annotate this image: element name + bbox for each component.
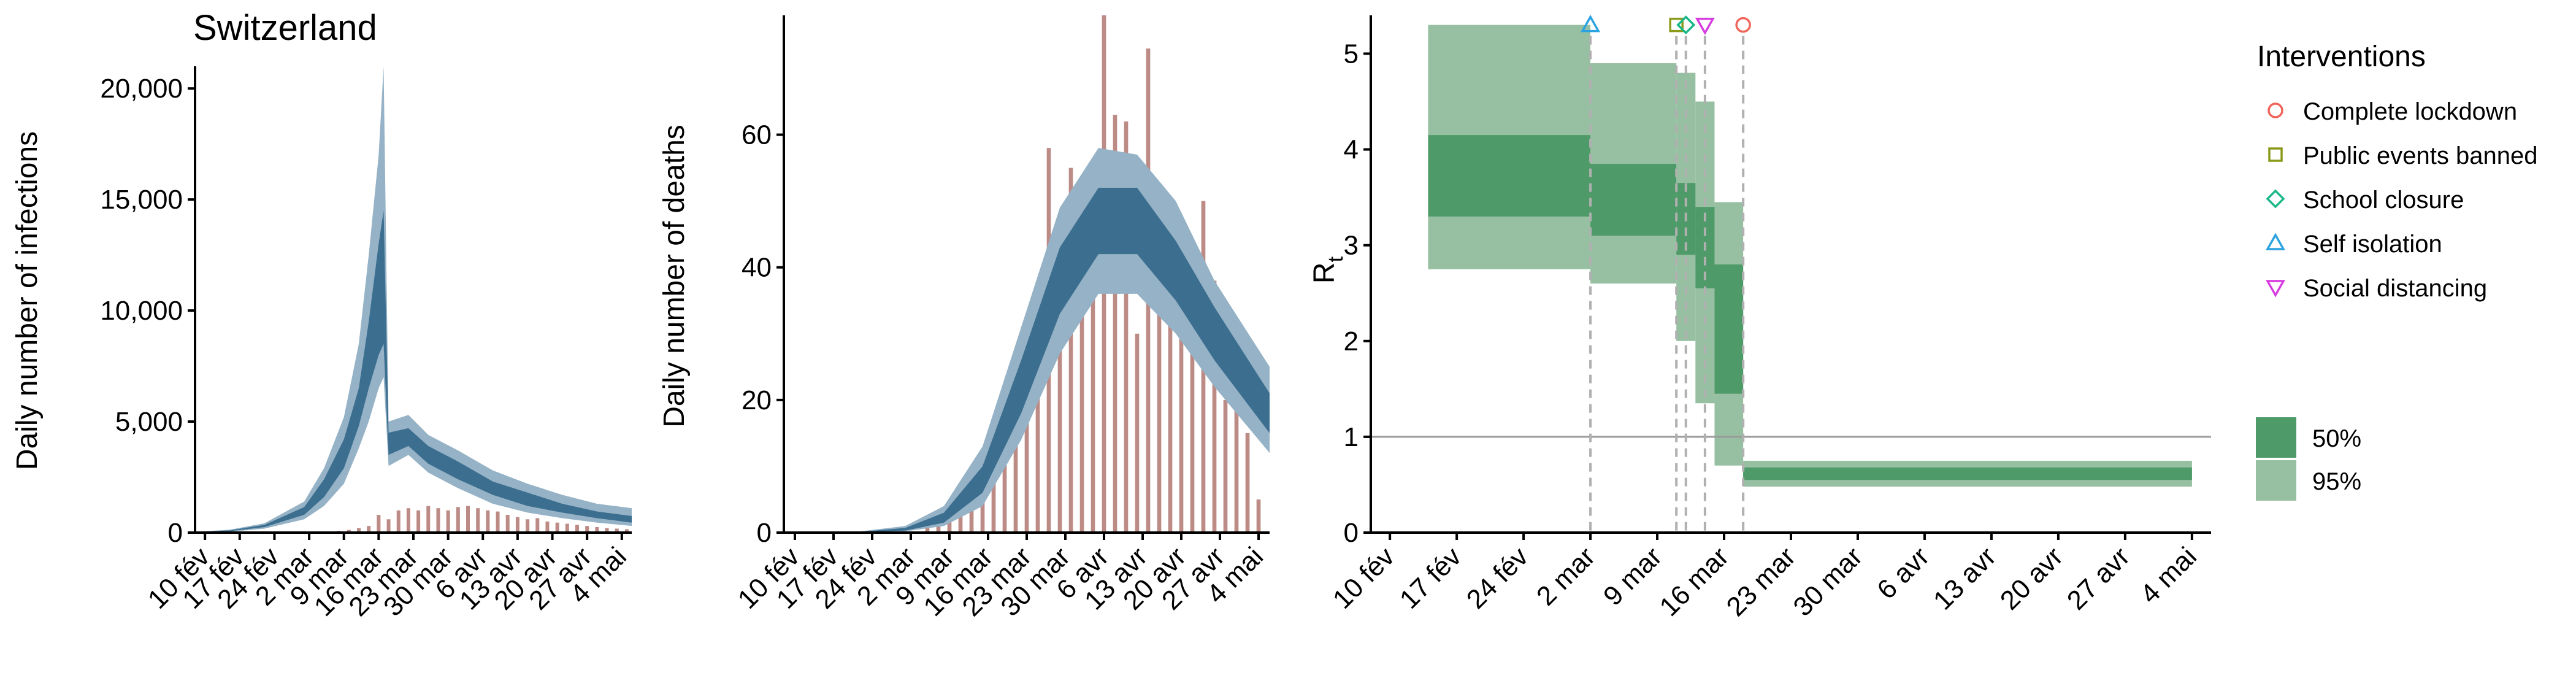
legend-band-label: 95%	[2312, 468, 2361, 495]
observed-bar	[535, 518, 539, 533]
y-tick-label: 1	[1344, 422, 1359, 452]
intervention-marker	[1736, 18, 1750, 32]
observed-bar	[377, 515, 380, 533]
y-tick-label: 10,000	[100, 296, 183, 326]
observed-bar	[436, 508, 440, 533]
legend-title: Interventions	[2257, 40, 2426, 73]
legend-band-swatch	[2256, 460, 2296, 501]
y-tick-label: 5,000	[115, 407, 183, 437]
y-tick-label: 2	[1344, 326, 1359, 356]
estimate-band-50	[195, 210, 632, 532]
observed-bar	[1224, 400, 1228, 533]
observed-bar	[565, 524, 569, 533]
observed-bar	[516, 517, 519, 533]
y-tick-label: 0	[168, 518, 183, 548]
x-tick-label: 27 avr	[2061, 541, 2136, 615]
x-tick-label: 6 avr	[1871, 541, 1935, 605]
legend-item-label: Social distancing	[2303, 275, 2487, 302]
y-tick-label: 4	[1344, 135, 1359, 165]
legend-marker	[2267, 281, 2283, 295]
y-tick-label: 20,000	[100, 74, 183, 104]
x-tick-label: 24 fév	[1461, 541, 1534, 614]
observed-bar	[506, 515, 510, 533]
legend-item-label: Self isolation	[2303, 231, 2442, 258]
observed-bar	[447, 511, 450, 533]
observed-bar	[387, 519, 391, 533]
legend-marker	[2269, 104, 2282, 117]
x-tick-label: 10 fév	[1327, 541, 1400, 614]
x-tick-label: 23 mar	[1721, 541, 1801, 622]
rt-band-50	[1590, 164, 1676, 236]
observed-bar	[486, 511, 489, 533]
chart-title: Switzerland	[193, 8, 377, 48]
legend-intervention-list: Complete lockdown Public events banned Sch…	[2267, 98, 2538, 302]
legend: Interventions Complete lockdown Public ev…	[2256, 40, 2538, 501]
observed-bar	[397, 511, 401, 533]
legend-marker	[2267, 235, 2283, 249]
x-tick-label: 13 avr	[1928, 541, 2002, 615]
rt-band-50	[1428, 135, 1590, 217]
legend-band-swatch	[2256, 417, 2296, 458]
rt-band-50	[1743, 468, 2192, 480]
y-axis-title: Daily number of infections	[11, 131, 44, 470]
intervention-marker	[1697, 19, 1713, 33]
y-tick-label: 15,000	[100, 185, 183, 215]
observed-bar	[416, 511, 420, 533]
observed-bar	[1135, 334, 1140, 533]
x-tick-label: 20 avr	[1995, 541, 2069, 615]
y-axis-title-subscript: t	[1324, 256, 1347, 262]
legend-band-list: 50% 95%	[2256, 417, 2361, 501]
y-tick-label: 40	[742, 253, 772, 283]
y-tick-label: 3	[1344, 231, 1359, 261]
observed-bar	[1257, 499, 1261, 533]
y-axis-title: Daily number of deaths	[658, 125, 691, 428]
observed-bar	[407, 508, 410, 533]
legend-item-label: Complete lockdown	[2303, 98, 2517, 125]
observed-bar	[526, 519, 529, 533]
x-tick-label: 30 mar	[1788, 541, 1868, 622]
y-tick-label: 0	[1344, 518, 1359, 548]
legend-marker	[2267, 191, 2283, 207]
observed-bar	[1246, 433, 1250, 533]
x-tick-label: 2 mar	[1531, 541, 1601, 611]
x-tick-label: 16 mar	[1654, 541, 1735, 622]
legend-item-label: School closure	[2303, 187, 2464, 214]
y-tick-label: 5	[1344, 39, 1359, 69]
x-tick-label: 17 fév	[1394, 541, 1467, 614]
observed-bar	[545, 522, 549, 533]
intervention-marker	[1670, 19, 1682, 31]
rt-band-50	[1714, 264, 1743, 394]
observed-bar	[456, 507, 460, 533]
legend-band-label: 50%	[2312, 425, 2361, 452]
legend-marker	[2269, 148, 2282, 161]
legend-item-label: Public events banned	[2303, 142, 2538, 169]
observed-bar	[466, 506, 470, 533]
observed-bar	[426, 506, 430, 533]
estimate-band-95	[195, 66, 632, 533]
observed-bar	[496, 512, 500, 533]
observed-bar	[476, 508, 480, 533]
y-axis-title-main: R	[1308, 262, 1341, 283]
y-tick-label: 0	[757, 518, 772, 548]
y-tick-label: 60	[742, 120, 772, 150]
y-tick-label: 20	[742, 385, 772, 415]
y-axis-title: Rt	[1308, 256, 1347, 283]
observed-bar	[556, 523, 559, 533]
x-tick-label: 4 mai	[2134, 541, 2202, 609]
